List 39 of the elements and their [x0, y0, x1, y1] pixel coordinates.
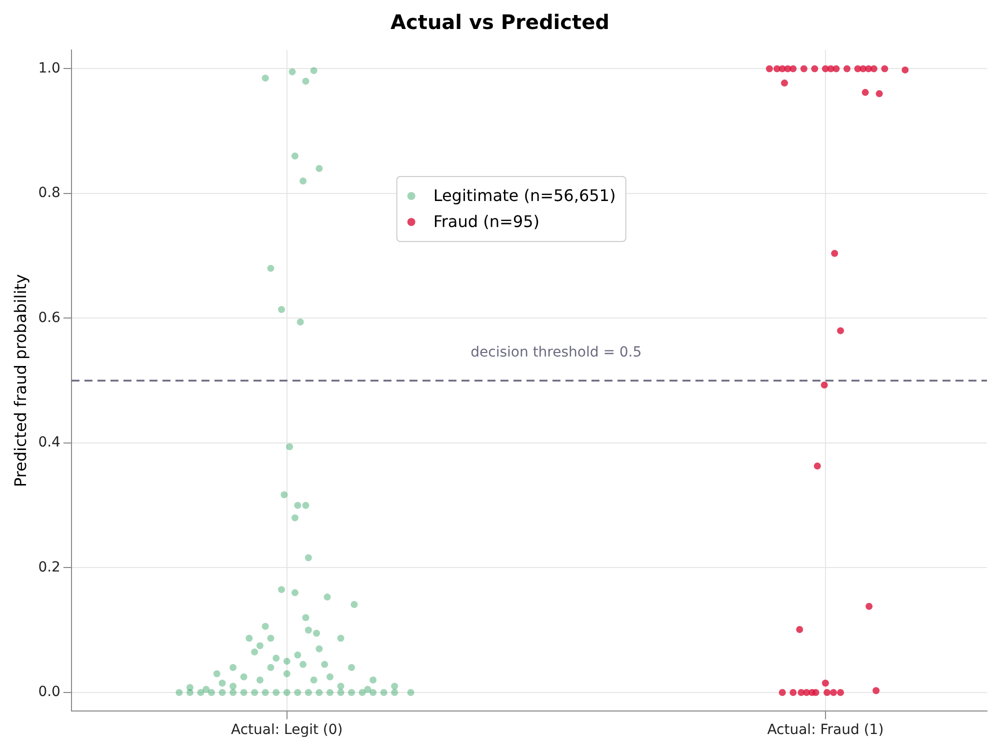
- point: [822, 680, 829, 687]
- point: [872, 687, 880, 694]
- point: [843, 65, 850, 72]
- point: [814, 462, 821, 470]
- point: [832, 65, 840, 72]
- point: [866, 602, 873, 610]
- point: [881, 65, 888, 72]
- point: [876, 90, 883, 98]
- point: [837, 688, 844, 696]
- point: [790, 65, 797, 72]
- point: [796, 626, 804, 633]
- point: [781, 80, 788, 87]
- point: [812, 688, 820, 696]
- y-axis-title: Predicted fraud probability: [10, 274, 30, 488]
- x-tick-label: Actual: Fraud (1): [767, 722, 884, 738]
- y-tick-label: 0.6: [38, 310, 61, 326]
- y-tick-label: 1.0: [38, 60, 60, 76]
- y-tick-label: 0.8: [38, 185, 60, 202]
- point: [820, 381, 828, 388]
- y-tick-label: 0.2: [38, 559, 60, 576]
- x-tick-label: Actual: Legit (0): [231, 722, 343, 738]
- y-tick-label: 0.0: [38, 684, 60, 700]
- ref-line-label: decision threshold = 0.5: [470, 344, 642, 361]
- point: [902, 66, 909, 74]
- point: [800, 65, 808, 72]
- point: [870, 65, 878, 72]
- point: [811, 65, 818, 72]
- point: [824, 688, 831, 696]
- y-tick-label: 0.4: [38, 434, 61, 451]
- point: [766, 65, 773, 72]
- point: [830, 688, 838, 696]
- point: [862, 88, 869, 96]
- legend-label: Fraud (n=95): [433, 211, 540, 233]
- point: [790, 688, 797, 696]
- legend-label: Legitimate (n=56,651): [433, 185, 616, 207]
- point: [831, 250, 838, 257]
- point: [837, 327, 844, 334]
- point: [778, 688, 786, 696]
- chart-title: Actual vs Predicted: [390, 10, 610, 34]
